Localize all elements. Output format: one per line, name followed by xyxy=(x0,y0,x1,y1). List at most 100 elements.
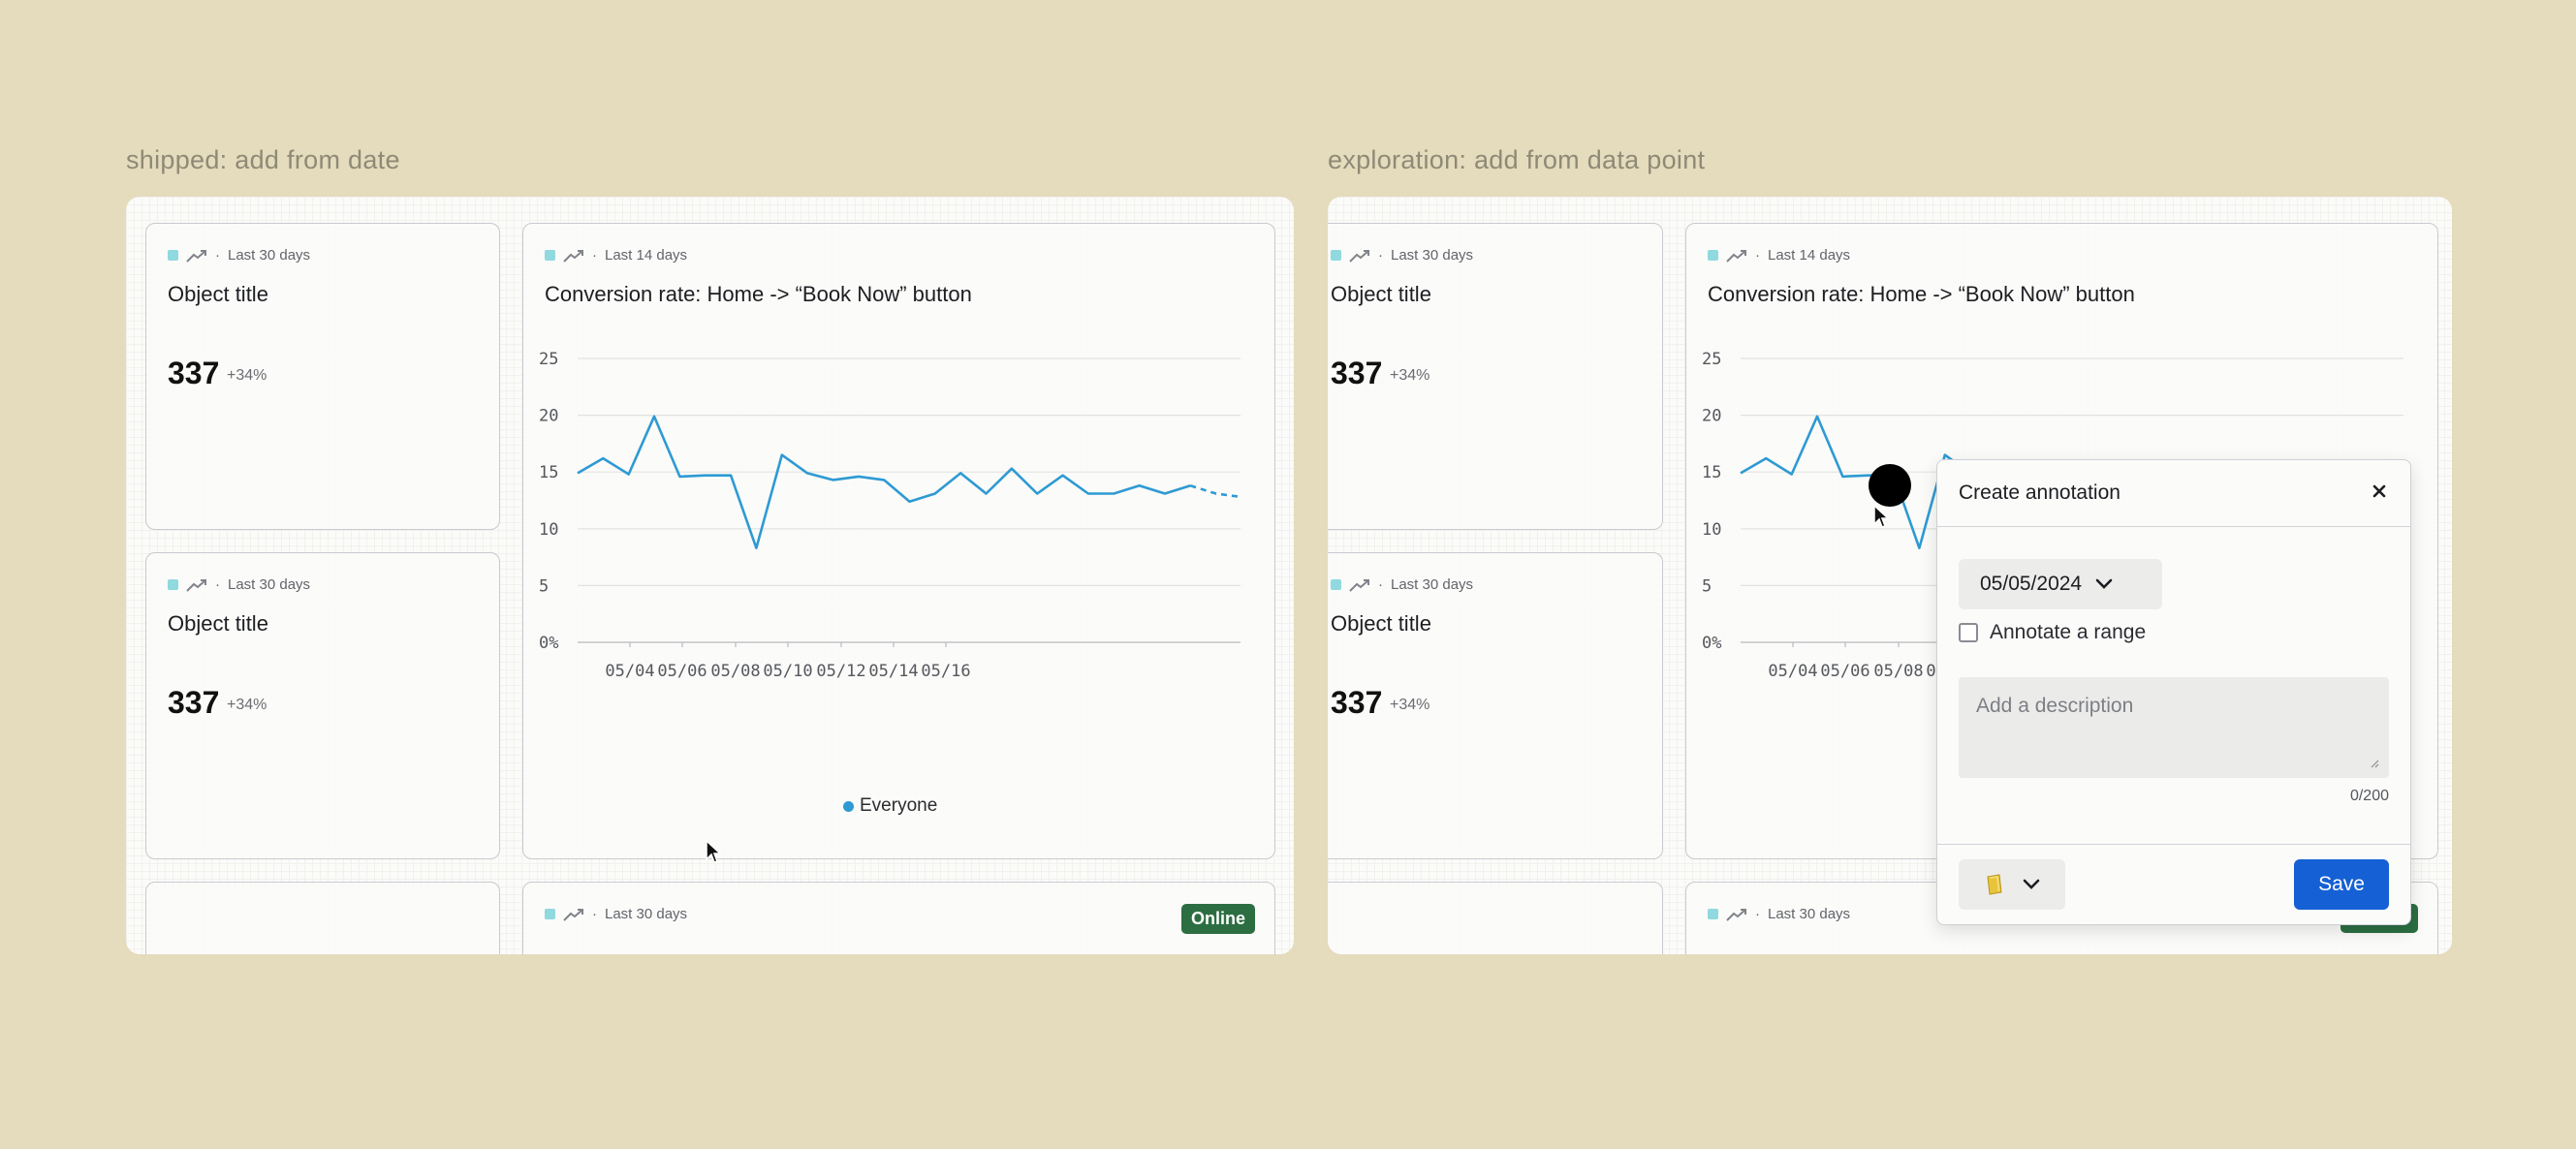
chart-legend: Everyone xyxy=(843,795,937,817)
metric-card[interactable]: · Last 30 days Object title 337 +34% xyxy=(1328,552,1663,859)
date-range-label: Last 14 days xyxy=(605,247,688,264)
mouse-cursor-icon xyxy=(1873,504,1890,528)
y-tick-label: 0% xyxy=(1702,634,1721,653)
card-meta: · Last 30 days xyxy=(1708,906,1850,922)
card-meta: · Last 14 days xyxy=(1708,247,1850,264)
y-tick-label: 25 xyxy=(539,350,558,369)
x-tick-label: 05/14 xyxy=(868,662,918,681)
trend-icon xyxy=(563,249,583,263)
date-picker-button[interactable]: 05/05/2024 xyxy=(1959,559,2162,609)
series-color-swatch xyxy=(1331,250,1341,261)
chart-title: Conversion rate: Home -> “Book Now” butt… xyxy=(545,282,972,306)
character-counter: 0/200 xyxy=(2349,788,2389,804)
y-tick-label: 15 xyxy=(539,463,558,482)
date-range-label: Last 30 days xyxy=(605,906,688,922)
dashboard-panel-shipped: · Last 30 days Object title 337 +34% · Las… xyxy=(126,197,1294,954)
trend-icon xyxy=(1349,249,1369,263)
metric-card[interactable]: · Last 30 days Object title 337 +34% xyxy=(1328,223,1663,530)
metric-card[interactable]: · Last 30 days Object title 337 +34% xyxy=(145,223,500,530)
frame-label-exploration: exploration: add from data point xyxy=(1328,145,1706,174)
trend-icon xyxy=(563,908,583,921)
date-range-label: Last 30 days xyxy=(228,247,311,264)
metric-card-partial[interactable] xyxy=(1328,882,1663,954)
date-value: 05/05/2024 xyxy=(1980,573,2083,595)
x-tick-label: 05/04 xyxy=(1768,662,1817,681)
series-line-projected xyxy=(1189,484,1242,499)
metric-value: 337 xyxy=(168,356,220,390)
chevron-down-icon xyxy=(2095,578,2113,589)
status-badge: Online xyxy=(1180,904,1255,934)
y-tick-label: 25 xyxy=(1702,350,1721,369)
popover-header: Create annotation xyxy=(1937,460,2410,527)
date-range-label: Last 30 days xyxy=(1391,576,1474,593)
series-color-swatch xyxy=(1708,250,1718,261)
card-title: Object title xyxy=(1331,611,1431,636)
metric-value: 337 xyxy=(1331,356,1383,390)
annotate-range-checkbox[interactable] xyxy=(1959,623,1978,642)
metric-delta: +34% xyxy=(1390,697,1430,713)
date-range-label: Last 30 days xyxy=(1768,906,1851,922)
y-tick-label: 0% xyxy=(539,634,558,653)
chart-title: Conversion rate: Home -> “Book Now” butt… xyxy=(1708,282,2135,306)
legend-dot xyxy=(843,800,854,812)
card-meta: · Last 30 days xyxy=(1331,576,1473,593)
data-point-hover-marker[interactable] xyxy=(1869,464,1911,507)
y-tick-label: 10 xyxy=(539,520,558,540)
card-meta: · Last 30 days xyxy=(168,247,310,264)
metric-delta: +34% xyxy=(1390,367,1430,384)
card-title: Object title xyxy=(168,282,268,306)
y-tick-label: 20 xyxy=(539,407,558,426)
series-color-swatch xyxy=(168,250,178,261)
series-color-swatch xyxy=(1708,909,1718,919)
chart-card[interactable]: · Last 14 days Conversion rate: Home -> “… xyxy=(522,223,1275,859)
x-tick-label: 05/06 xyxy=(657,662,707,681)
popover-footer-divider xyxy=(1937,844,2410,845)
card-title: Object title xyxy=(1331,282,1431,306)
annotate-range-toggle[interactable]: Annotate a range xyxy=(1959,621,2146,644)
metric-card-partial[interactable] xyxy=(145,882,500,954)
x-tick-label: 05/08 xyxy=(1873,662,1923,681)
x-tick-label: 05/10 xyxy=(763,662,812,681)
card-title: Object title xyxy=(168,611,268,636)
series-color-swatch xyxy=(545,250,555,261)
card-meta: · Last 14 days xyxy=(545,247,687,264)
card-meta: · Last 30 days xyxy=(1331,247,1473,264)
x-tick-label: 05/12 xyxy=(816,662,865,681)
trend-icon xyxy=(186,578,206,592)
legend-label: Everyone xyxy=(860,795,938,816)
status-card-partial[interactable]: · Last 30 days Online xyxy=(522,882,1275,954)
trend-icon xyxy=(1726,908,1746,921)
chevron-down-icon xyxy=(2023,879,2040,889)
x-tick-label: 05/04 xyxy=(605,662,654,681)
popover-title: Create annotation xyxy=(1959,481,2120,504)
close-icon[interactable] xyxy=(2366,478,2393,505)
card-meta: · Last 30 days xyxy=(545,906,687,922)
resize-handle-icon[interactable] xyxy=(2370,759,2379,768)
series-color-swatch xyxy=(545,909,555,919)
description-input[interactable]: Add a description xyxy=(1959,677,2389,778)
create-annotation-popover: Create annotation 05/05/2024 Annotate a … xyxy=(1936,459,2411,925)
save-button[interactable]: Save xyxy=(2294,859,2389,910)
yellow-note-icon xyxy=(1987,874,2002,895)
trend-icon xyxy=(1726,249,1746,263)
annotation-color-picker[interactable] xyxy=(1959,859,2065,910)
metric-value: 337 xyxy=(168,685,220,720)
frame-label-shipped: shipped: add from date xyxy=(126,145,400,174)
x-tick-label: 05/16 xyxy=(921,662,970,681)
mouse-cursor-icon xyxy=(706,839,722,863)
metric-card[interactable]: · Last 30 days Object title 337 +34% xyxy=(145,552,500,859)
metric-value: 337 xyxy=(1331,685,1383,720)
y-tick-label: 15 xyxy=(1702,463,1721,482)
trend-icon xyxy=(1349,578,1369,592)
y-tick-label: 5 xyxy=(1702,576,1712,596)
x-tick-label: 05/06 xyxy=(1820,662,1869,681)
description-placeholder: Add a description xyxy=(1976,695,2134,717)
x-tick-label: 05/08 xyxy=(710,662,760,681)
date-range-label: Last 30 days xyxy=(228,576,311,593)
date-range-label: Last 30 days xyxy=(1391,247,1474,264)
metric-delta: +34% xyxy=(227,697,267,713)
y-tick-label: 10 xyxy=(1702,520,1721,540)
series-line-everyone xyxy=(577,415,1191,549)
y-tick-label: 5 xyxy=(539,576,549,596)
